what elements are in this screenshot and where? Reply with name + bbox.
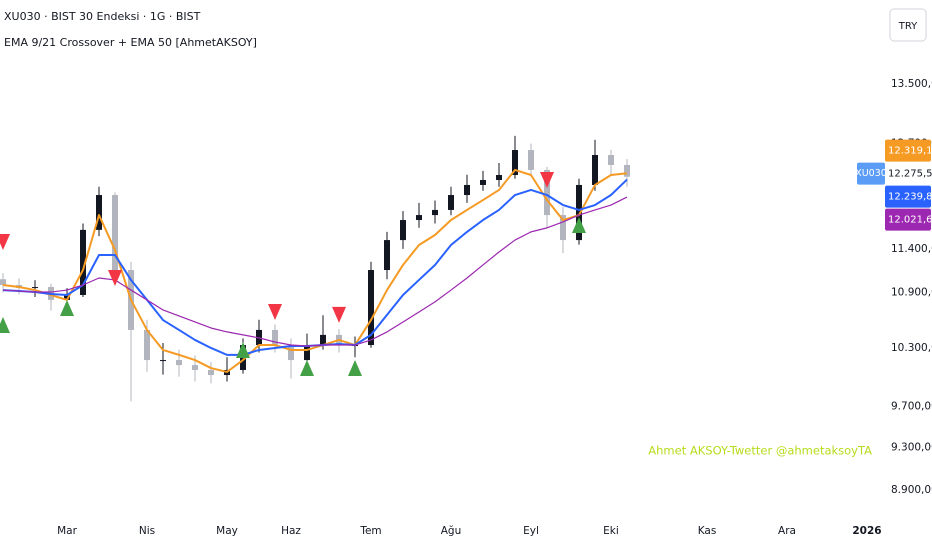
price-tag-label: 12.021,65 [888,215,932,226]
x-tick-label: Tem [359,525,381,537]
price-tag [885,208,931,231]
currency-label: TRY [898,21,918,32]
plot-area: 13.500,0012.700,0011.400,0010.900,0010.3… [0,78,932,537]
candle-body [272,329,278,346]
ema-line [2,196,628,347]
watermark: Ahmet AKSOY-Twetter @ahmetaksoyTA [648,444,872,458]
price-tag-label: 12.319,19 [888,146,932,157]
price-tag [885,162,931,185]
candle-body [112,195,118,271]
buy-signal [0,317,10,334]
candle-body [528,150,534,170]
candle-body [544,169,550,216]
symbol-tag [857,162,885,185]
candle-body [64,294,70,300]
candle-body [32,287,38,289]
x-tick-label: Haz [281,525,301,537]
y-tick-label: 8.900,00 [891,484,932,496]
candle-body [480,180,486,185]
x-tick-label: Nis [139,525,155,537]
candle-body [0,279,6,285]
candle-body [432,209,438,216]
candle-body [608,154,614,165]
sell-signal [540,172,554,189]
indicator-name: EMA 9/21 Crossover + EMA 50 [AhmetAKSOY] [4,36,257,49]
candle-body [208,369,214,376]
candle-body [496,175,502,181]
y-tick-label: 11.400,00 [891,243,932,255]
y-tick-label: 10.900,00 [891,287,932,299]
candle-body [320,334,326,346]
x-tick-label: Eki [603,525,619,537]
candle-body [192,365,198,370]
candle-body [400,220,406,241]
price-tag [885,139,931,162]
candle-body [384,240,390,271]
price-tag [885,185,931,208]
x-tick-label: Ara [778,525,796,537]
candle-body [144,329,150,361]
candle-body [464,184,470,196]
y-tick-label: 9.700,00 [891,400,932,412]
x-tick-label: Eyl [523,525,539,537]
candle-body [176,360,182,366]
chart-title: XU030 · BIST 30 Endeksi · 1G · BIST [4,10,201,23]
candle-body [304,345,310,361]
currency-button[interactable] [889,8,927,42]
buy-signal [572,216,586,233]
buy-signal [236,341,250,358]
candle-body [96,195,102,230]
sell-signal [108,270,122,287]
x-tick-label: 2026 [852,525,881,537]
candle-body [576,184,582,241]
sell-signal [0,234,10,251]
y-tick-label: 9.300,00 [891,441,932,453]
candle-body [416,215,422,221]
candle-body [560,215,566,241]
candle-body [368,270,374,346]
x-tick-label: Mar [57,525,77,537]
candle-body [288,345,294,361]
y-tick-label: 10.300,00 [891,342,932,354]
candle-body [624,164,630,177]
buy-signal [300,360,314,377]
y-tick-label: 13.500,00 [891,78,932,90]
candle-body [160,360,166,362]
sell-signal [332,306,346,323]
symbol-tag-label: XU030 [855,168,887,179]
x-tick-label: May [216,525,238,537]
buy-signal [348,360,362,377]
price-tag-label: 12.239,80 [888,192,932,203]
candle-body [512,150,518,176]
candle-body [592,154,598,185]
buy-signal [60,299,74,316]
price-tag-label: 12.275,54 [888,169,932,180]
candle-body [80,229,86,295]
sell-signal [268,303,282,320]
ema-line [2,168,628,373]
candle-body [448,195,454,210]
x-tick-label: Ağu [441,525,462,537]
x-tick-label: Kas [698,525,717,537]
